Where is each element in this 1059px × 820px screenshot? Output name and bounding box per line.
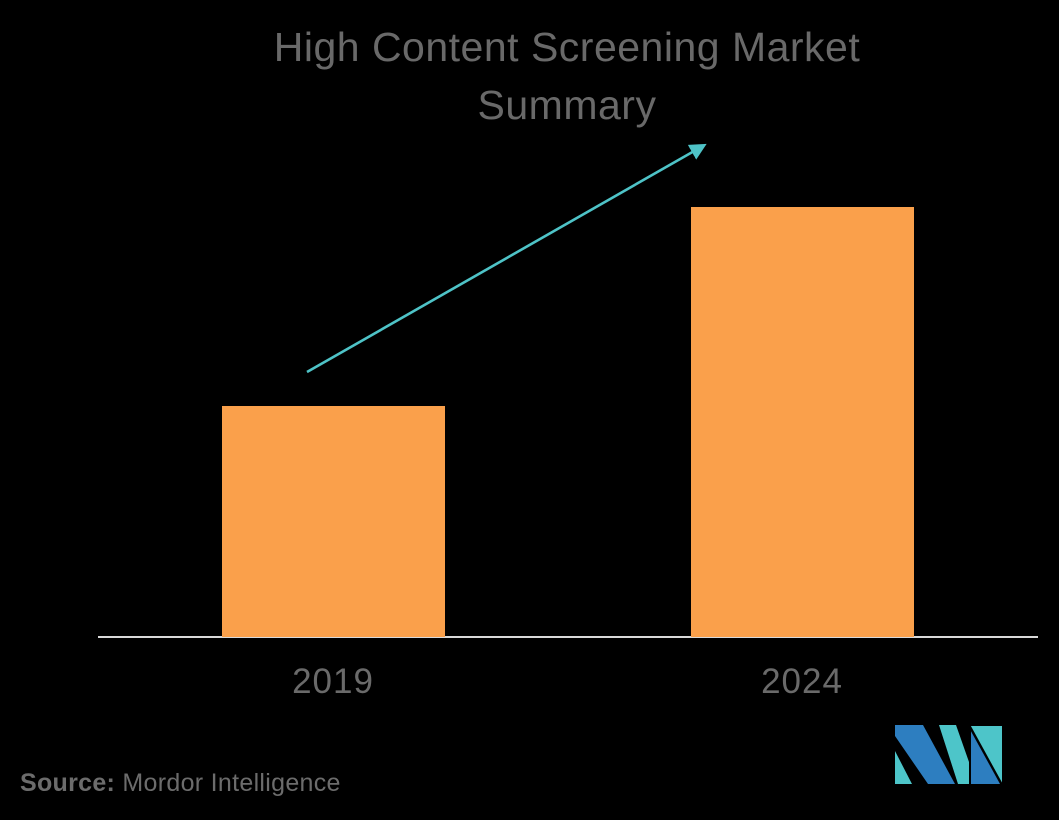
logo-m-left-foot-shape [895,751,912,784]
x-tick-label-2019: 2019 [292,662,374,701]
logo-i-divider [968,725,1003,786]
logo-m-right-stroke-shape [939,725,969,784]
logo-m-diagonal-shape [895,725,955,784]
chart-title: High Content Screening Market Summary [273,24,861,129]
mordor-intelligence-logo [895,725,1003,786]
bar-2024 [690,207,914,637]
bar-2019 [221,406,445,637]
source-line: Source: Mordor Intelligence [20,769,341,798]
source-text: Mordor Intelligence [115,769,341,797]
x-tick-label-2024: 2024 [761,662,843,701]
source-label: Source: [20,769,116,797]
x-axis [98,636,1038,638]
